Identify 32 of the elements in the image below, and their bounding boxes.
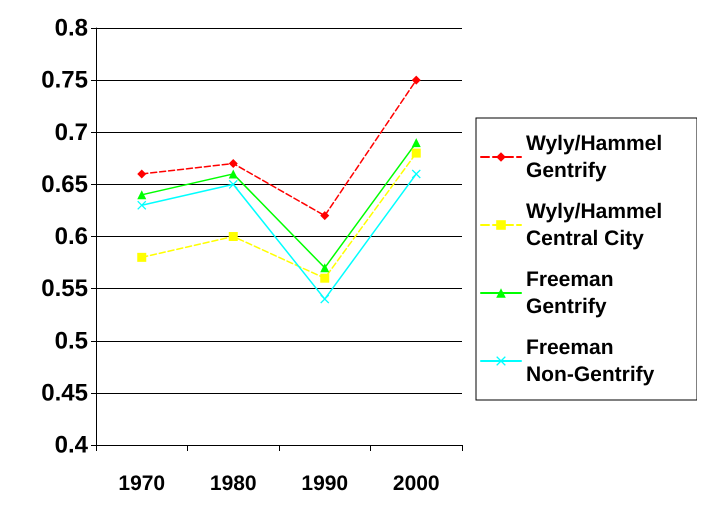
y-tick-label: 0.45	[41, 379, 88, 406]
y-tick-label: 0.7	[54, 118, 88, 146]
point	[228, 169, 238, 178]
y-tick-label: 0.65	[41, 170, 88, 198]
point	[320, 263, 330, 272]
point	[320, 294, 330, 304]
point	[412, 138, 421, 148]
y-tick-label: 0.55	[41, 275, 88, 302]
point	[320, 274, 330, 283]
point	[137, 169, 146, 178]
x-tick-label: 1970	[118, 472, 166, 495]
y-tick-label: 0.4	[54, 432, 89, 458]
legend-label: Freeman Gentrify	[526, 268, 620, 318]
legend-label: Wyly/Hammel Central City	[526, 200, 668, 250]
point	[412, 169, 421, 178]
point	[412, 148, 421, 158]
point	[412, 76, 421, 85]
point	[228, 159, 238, 168]
y-tick-label: 0.5	[54, 327, 88, 354]
point	[228, 180, 238, 189]
x-tick-label: 1980	[210, 472, 257, 495]
y-tick-label: 0.8	[54, 14, 88, 42]
y-tick-label: 0.6	[54, 223, 88, 250]
point	[137, 190, 146, 200]
y-tick-label: 0.75	[41, 66, 88, 94]
point	[228, 232, 238, 241]
point	[320, 211, 330, 220]
legend-label: Wyly/Hammel Gentrify	[526, 132, 668, 182]
point	[137, 252, 146, 262]
x-tick-label: 2000	[392, 472, 440, 495]
x-tick-label: 1990	[301, 472, 348, 495]
legend-label: Freeman Non-Gentrify	[526, 336, 655, 386]
